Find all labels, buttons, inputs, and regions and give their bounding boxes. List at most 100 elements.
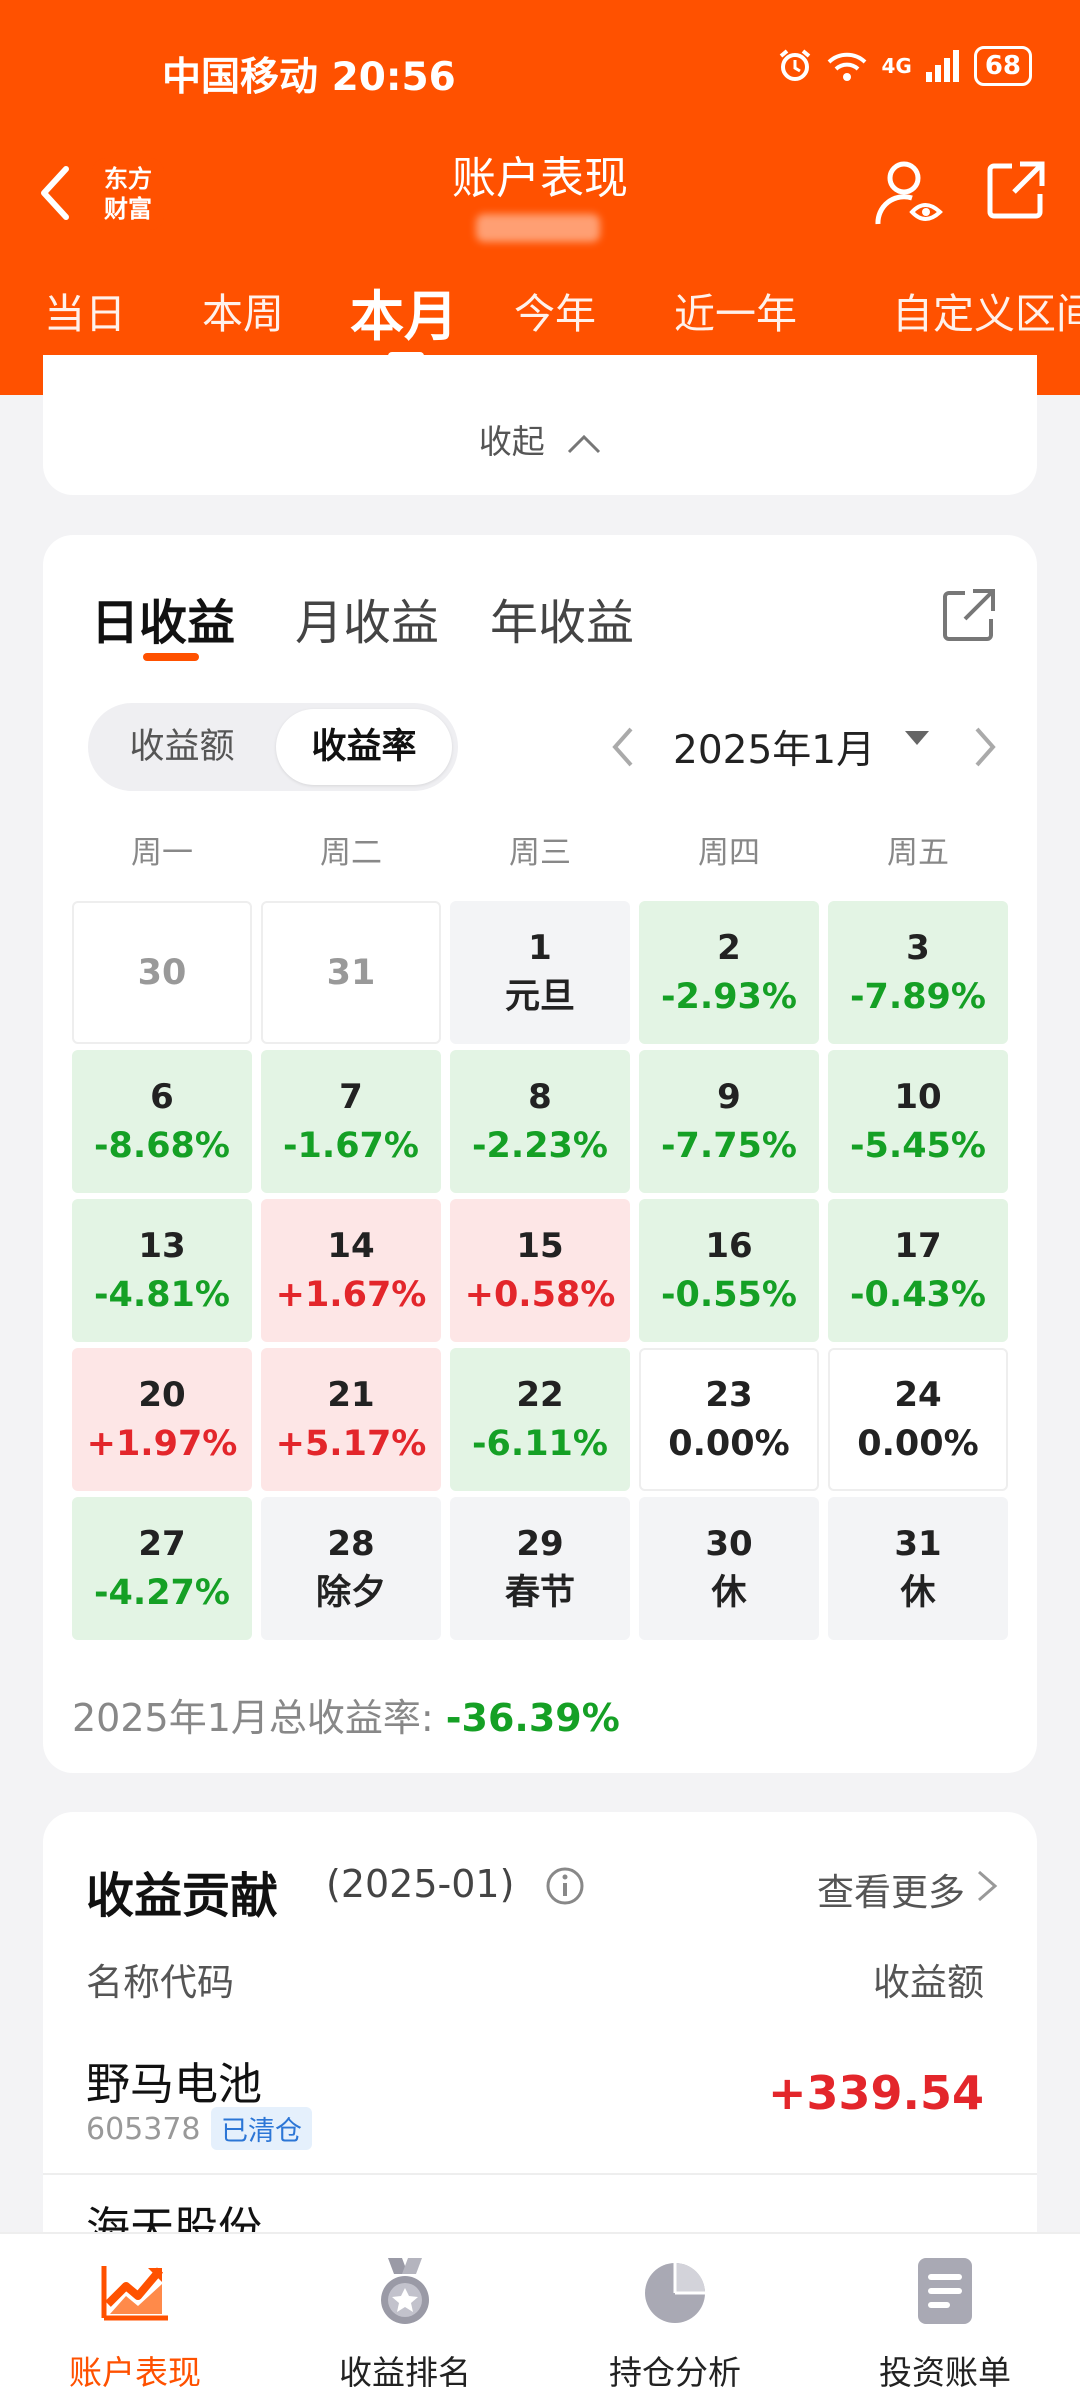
- calendar-day-cell[interactable]: 24 0.00%: [828, 1348, 1008, 1491]
- contribution-period: (2025-01): [326, 1862, 515, 1906]
- calendar-day-value: 0.00%: [857, 1423, 979, 1464]
- amount-rate-toggle: 收益额 收益率: [88, 703, 458, 791]
- info-icon[interactable]: [545, 1866, 585, 1906]
- calendar-day-cell[interactable]: 15 +0.58%: [450, 1199, 630, 1342]
- calendar-day-value: +5.17%: [275, 1423, 427, 1464]
- stock-name: 野马电池: [86, 2059, 262, 2110]
- weekday-fri: 周五: [887, 835, 949, 871]
- calendar-day-cell[interactable]: 21 +5.17%: [261, 1348, 441, 1491]
- calendar-day-cell[interactable]: 6 -8.68%: [72, 1050, 252, 1193]
- back-chevron-icon[interactable]: [36, 163, 76, 223]
- contribution-title: 收益贡献: [86, 1868, 279, 1924]
- share-icon[interactable]: [986, 160, 1046, 220]
- user-eye-icon[interactable]: [874, 158, 944, 228]
- calendar-day-value: +0.58%: [464, 1274, 616, 1315]
- calendar-day-cell[interactable]: 14 +1.67%: [261, 1199, 441, 1342]
- toggle-rate[interactable]: 收益率: [276, 709, 452, 785]
- calendar-day-number: 14: [327, 1225, 375, 1266]
- calendar-day-cell[interactable]: 16 -0.55%: [639, 1199, 819, 1342]
- calendar-day-number: 22: [516, 1374, 564, 1415]
- app-header: 中国移动 20:56 4G 68 东方 财富 账户表现: [0, 0, 1080, 395]
- tab-this-year[interactable]: 今年: [514, 290, 596, 338]
- calendar-day-number: 21: [327, 1374, 375, 1415]
- calendar-day-value: +1.97%: [86, 1423, 238, 1464]
- app-logo: 东方 财富: [92, 158, 164, 230]
- calendar-day-cell[interactable]: 31 休: [828, 1497, 1008, 1640]
- prev-month-icon[interactable]: [603, 723, 643, 771]
- month-total: 2025年1月总收益率: -36.39%: [72, 1687, 620, 1742]
- weekday-wed: 周三: [509, 835, 571, 871]
- alarm-icon: [780, 49, 811, 81]
- calendar-day-value: 除夕: [315, 1572, 386, 1613]
- tab-custom-range[interactable]: 自定义区间: [892, 290, 1080, 338]
- calendar-day-number: 6: [150, 1076, 174, 1117]
- calendar-day-number: 2: [717, 927, 741, 968]
- calendar-day-number: 30: [705, 1523, 753, 1564]
- calendar-day-value: -5.45%: [850, 1125, 986, 1166]
- calendar-day-cell[interactable]: 8 -2.23%: [450, 1050, 630, 1193]
- calendar-day-number: 1: [528, 927, 552, 968]
- calendar-day-cell[interactable]: 7 -1.67%: [261, 1050, 441, 1193]
- nav-investment-bill[interactable]: 投资账单: [810, 2234, 1080, 2402]
- nav-profit-ranking[interactable]: 收益排名: [270, 2234, 540, 2402]
- month-total-label: 2025年1月总收益率:: [72, 1696, 434, 1740]
- nav-holdings-analysis[interactable]: 持仓分析: [540, 2234, 810, 2402]
- calendar-day-value: -8.68%: [94, 1125, 230, 1166]
- calendar-day-number: 10: [894, 1076, 942, 1117]
- calendar-day-cell[interactable]: 31: [261, 901, 441, 1044]
- page-title: 账户表现: [452, 153, 628, 204]
- status-carrier-time: 中国移动 20:56: [162, 55, 456, 100]
- calendar-day-cell[interactable]: 28 除夕: [261, 1497, 441, 1640]
- calendar-day-cell[interactable]: 22 -6.11%: [450, 1348, 630, 1491]
- signal-icon: [925, 50, 959, 82]
- calendar-day-value: 0.00%: [668, 1423, 790, 1464]
- calendar-day-cell[interactable]: 27 -4.27%: [72, 1497, 252, 1640]
- calendar-day-value: 元旦: [504, 976, 575, 1017]
- tab-daily-profit[interactable]: 日收益: [91, 595, 236, 651]
- calendar-day-cell[interactable]: 30: [72, 901, 252, 1044]
- bill-icon: [918, 2258, 972, 2324]
- chevron-right-icon[interactable]: [975, 1868, 999, 1904]
- nav-account-performance[interactable]: 账户表现: [0, 2234, 270, 2402]
- calendar-day-cell[interactable]: 3 -7.89%: [828, 901, 1008, 1044]
- calendar-day-cell[interactable]: 29 春节: [450, 1497, 630, 1640]
- calendar-day-cell[interactable]: 10 -5.45%: [828, 1050, 1008, 1193]
- calendar-day-value: -4.27%: [94, 1572, 230, 1613]
- calendar-day-number: 8: [528, 1076, 552, 1117]
- collapse-button[interactable]: 收起: [43, 415, 1037, 463]
- calendar-day-value: 休: [900, 1572, 936, 1613]
- toggle-amount[interactable]: 收益额: [129, 727, 235, 767]
- calendar-day-number: 13: [138, 1225, 186, 1266]
- see-more-link[interactable]: 查看更多: [817, 1871, 965, 1914]
- nav-label: 投资账单: [879, 2353, 1011, 2392]
- calendar-day-number: 31: [894, 1523, 942, 1564]
- month-selector[interactable]: 2025年1月: [673, 728, 876, 773]
- calendar-day-cell[interactable]: 1 元旦: [450, 901, 630, 1044]
- profit-calendar-card: 日收益 月收益 年收益 收益额 收益率 2025年1月 周一 周二 周三 周四 …: [43, 535, 1037, 1773]
- calendar-day-cell[interactable]: 23 0.00%: [639, 1348, 819, 1491]
- calendar-day-value: -1.67%: [283, 1125, 419, 1166]
- tab-today[interactable]: 当日: [44, 290, 126, 338]
- calendar-day-cell[interactable]: 9 -7.75%: [639, 1050, 819, 1193]
- column-amount: 收益额: [873, 1961, 984, 2004]
- tab-yearly-profit[interactable]: 年收益: [490, 595, 635, 651]
- calendar-day-number: 24: [894, 1374, 942, 1415]
- tab-last-year[interactable]: 近一年: [674, 290, 797, 338]
- blurred-account-id: [476, 214, 600, 242]
- calendar-day-cell[interactable]: 20 +1.97%: [72, 1348, 252, 1491]
- calendar-day-cell[interactable]: 2 -2.93%: [639, 901, 819, 1044]
- calendar-day-cell[interactable]: 13 -4.81%: [72, 1199, 252, 1342]
- calendar-day-value: -7.75%: [661, 1125, 797, 1166]
- month-dropdown-icon[interactable]: [905, 731, 929, 745]
- export-icon[interactable]: [941, 587, 997, 643]
- calendar-day-cell[interactable]: 17 -0.43%: [828, 1199, 1008, 1342]
- calendar-day-cell[interactable]: 30 休: [639, 1497, 819, 1640]
- tab-monthly-profit[interactable]: 月收益: [295, 595, 440, 651]
- calendar-day-number: 20: [138, 1374, 186, 1415]
- tab-this-month[interactable]: 本月: [350, 285, 458, 348]
- calendar-day-number: 30: [137, 952, 187, 993]
- calendar-day-value: -0.55%: [661, 1274, 797, 1315]
- tab-this-week[interactable]: 本周: [202, 290, 284, 338]
- next-month-icon[interactable]: [965, 723, 1005, 771]
- calendar-day-value: -2.23%: [472, 1125, 608, 1166]
